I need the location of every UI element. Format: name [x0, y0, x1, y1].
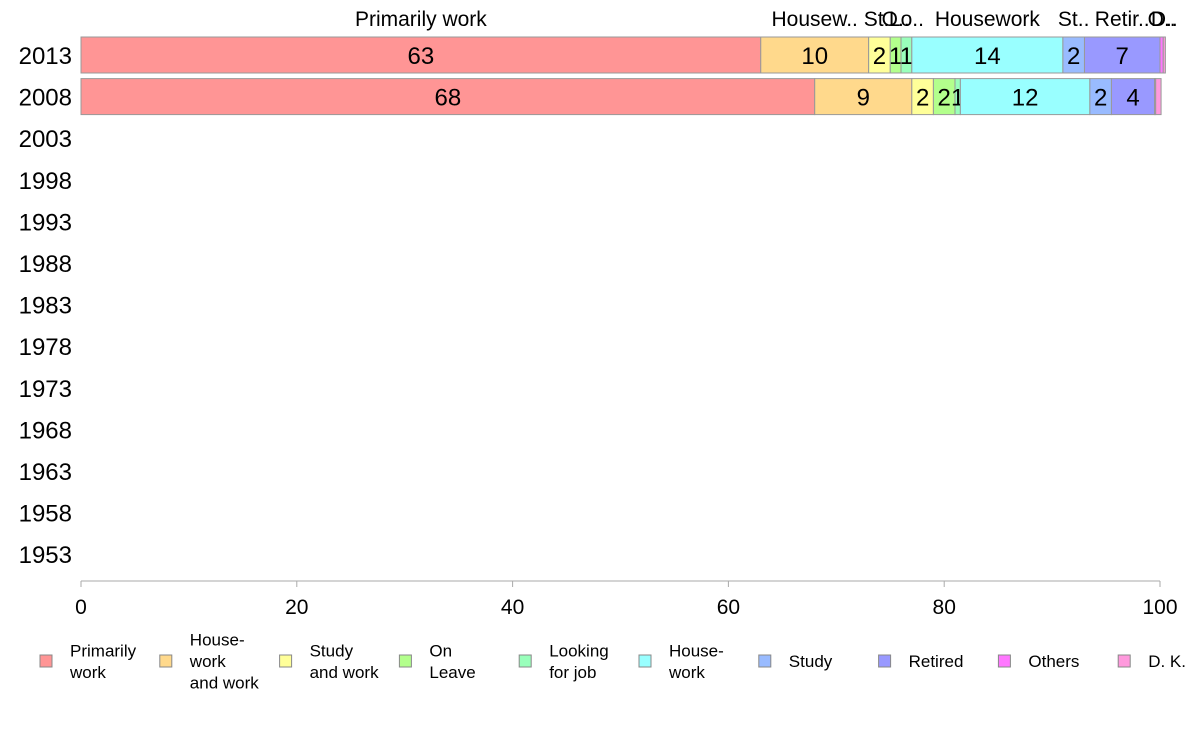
data-label: 9	[857, 85, 870, 112]
data-label: 10	[801, 43, 828, 70]
legend-swatch	[39, 654, 53, 668]
year-label: 2008	[19, 85, 72, 112]
segment-name-label: O..	[1148, 8, 1176, 31]
legend-label: Looking for job	[549, 641, 609, 682]
legend-swatch	[638, 654, 652, 668]
x-tick-label: 100	[1142, 596, 1177, 619]
legend-swatch	[159, 654, 173, 668]
year-label: 2013	[19, 43, 72, 70]
data-label: 14	[974, 43, 1001, 70]
year-label: 1968	[19, 417, 72, 444]
year-label: 2003	[19, 126, 72, 153]
year-label: 1978	[19, 334, 72, 361]
segment-name-label: Lo..	[889, 8, 924, 31]
bar-segment	[760, 36, 870, 74]
legend-label: D. K.	[1148, 652, 1186, 671]
year-label: 1973	[19, 376, 72, 403]
segment-name-label: Housework	[935, 8, 1041, 31]
data-label: 63	[408, 43, 435, 70]
bar-segment	[1155, 78, 1162, 116]
data-label: 2	[916, 85, 929, 112]
bar-segment	[959, 78, 1091, 116]
legend-swatch	[997, 654, 1011, 668]
legend-label: House-work	[668, 641, 724, 682]
legend-label: Primarily work	[69, 641, 137, 682]
x-tick-label: 60	[717, 596, 740, 619]
legend-swatch	[758, 654, 772, 668]
segment-name-label: St..	[864, 8, 896, 31]
x-tick-label: 40	[501, 596, 524, 619]
legend-label: On Leave	[429, 641, 475, 682]
year-label: 1963	[19, 459, 72, 486]
data-label: 1	[900, 43, 913, 70]
data-label: 7	[1116, 43, 1129, 70]
data-label: 2	[1067, 43, 1080, 70]
legend-label: Study	[789, 652, 833, 671]
data-label: 2	[873, 43, 886, 70]
data-label: 2	[1094, 85, 1107, 112]
legend-label: Study and work	[310, 641, 379, 682]
legend-swatch	[279, 654, 293, 668]
data-label: 1	[889, 43, 902, 70]
legend-swatch	[518, 654, 532, 668]
x-tick-label: 0	[75, 596, 87, 619]
data-label: 12	[1012, 85, 1039, 112]
legend-swatch	[398, 654, 412, 668]
segment-name-label: Retir..	[1095, 8, 1150, 31]
x-tick-label: 20	[285, 596, 308, 619]
year-label: 1958	[19, 501, 72, 528]
legend-label: Retired	[909, 652, 964, 671]
legend-label: Others	[1028, 652, 1079, 671]
x-tick-label: 80	[933, 596, 956, 619]
year-label: 1988	[19, 251, 72, 278]
year-label: 1998	[19, 168, 72, 195]
bar-segment	[80, 36, 762, 74]
legend-swatch	[1117, 654, 1131, 668]
data-label: 4	[1126, 85, 1139, 112]
segment-name-label: Housew..	[772, 8, 858, 31]
legend-label: House-work and work	[189, 631, 259, 693]
year-label: 1983	[19, 293, 72, 320]
year-label: 1953	[19, 542, 72, 569]
year-label: 1993	[19, 209, 72, 236]
data-label: 68	[435, 85, 462, 112]
data-label: 2	[938, 85, 951, 112]
segment-name-label: D..	[1151, 8, 1178, 31]
segment-name-label: Primarily work	[355, 8, 487, 31]
legend-swatch	[878, 654, 892, 668]
bar-segment	[1110, 78, 1156, 116]
bar-segment	[1162, 36, 1166, 74]
segment-name-label: St..	[1058, 8, 1090, 31]
segment-name-label: O..	[882, 8, 910, 31]
bar-segment	[1083, 36, 1161, 74]
